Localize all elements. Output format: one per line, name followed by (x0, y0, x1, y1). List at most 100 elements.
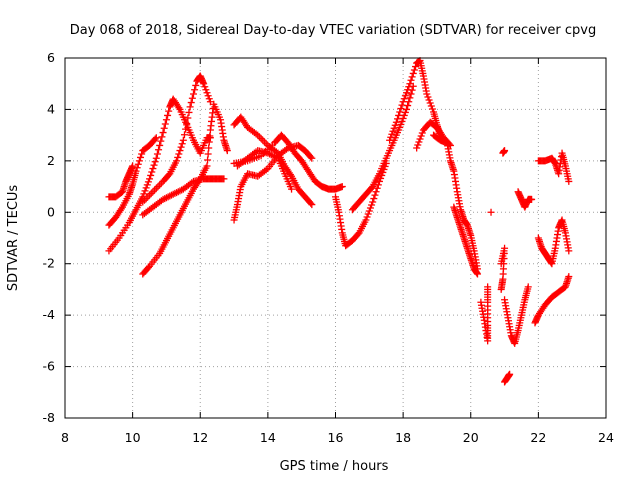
data-point (403, 89, 411, 97)
data-point (158, 133, 166, 141)
data-point (370, 195, 378, 203)
data-point (220, 175, 228, 183)
data-point (141, 187, 149, 195)
data-point (366, 204, 374, 212)
data-point (165, 107, 173, 115)
data-point (403, 105, 411, 113)
data-point (157, 137, 165, 145)
data-point (179, 136, 187, 144)
data-point (392, 118, 400, 126)
data-point (407, 76, 415, 84)
series-arc-m (386, 57, 444, 144)
data-point (424, 93, 432, 101)
series-arc-l (348, 82, 417, 214)
data-point (173, 157, 181, 165)
data-point (154, 183, 162, 191)
series-arc-v (534, 216, 573, 268)
data-point (386, 136, 394, 144)
series-arc-e (139, 100, 231, 278)
data-point (184, 114, 192, 122)
data-point (185, 108, 193, 116)
data-point (372, 188, 380, 196)
data-point (149, 165, 157, 173)
series-arc-k (332, 159, 390, 250)
data-point (362, 216, 370, 224)
data-point (204, 150, 212, 158)
data-point (524, 283, 532, 291)
data-point (501, 147, 509, 155)
data-point (147, 171, 155, 179)
data-point (202, 86, 210, 94)
data-point (152, 134, 160, 142)
data-point (397, 105, 405, 113)
data-point (397, 120, 405, 128)
x-tick-label: 10 (125, 430, 141, 445)
data-point (389, 127, 397, 135)
data-point (497, 285, 505, 293)
series-arc-q (477, 208, 495, 345)
data-point (205, 144, 213, 152)
data-point (151, 186, 159, 194)
data-point (484, 283, 492, 291)
data-point (307, 199, 315, 207)
data-point (409, 69, 417, 77)
data-point (147, 189, 155, 197)
data-point (155, 146, 163, 154)
data-point (391, 121, 399, 129)
data-point (399, 98, 407, 106)
data-point (151, 135, 159, 143)
series-arc-s (497, 147, 514, 386)
data-point (565, 247, 573, 255)
data-point (412, 63, 420, 71)
series-arc-i (230, 113, 316, 209)
data-point (134, 160, 142, 168)
series-arc-r (501, 283, 532, 347)
data-point (189, 90, 197, 98)
data-point (405, 83, 413, 91)
data-point (152, 154, 160, 162)
data-point (161, 120, 169, 128)
data-point (426, 99, 434, 107)
data-point (176, 147, 184, 155)
x-tick-label: 22 (530, 430, 546, 445)
data-point (413, 144, 421, 152)
y-tick-label: 0 (47, 204, 55, 219)
data-point (187, 99, 195, 107)
data-point (406, 80, 414, 88)
data-point (186, 103, 194, 111)
data-point (260, 138, 268, 146)
data-point (418, 129, 426, 137)
data-point (150, 161, 158, 169)
data-point (204, 156, 212, 164)
data-point (393, 115, 401, 123)
x-tick-label: 24 (598, 430, 614, 445)
y-tick-label: -2 (43, 256, 55, 271)
data-point (156, 141, 164, 149)
series-arc-g (230, 141, 316, 224)
data-point (142, 184, 150, 192)
data-point (206, 132, 214, 140)
series-arc-h (230, 131, 346, 193)
data-point (308, 201, 316, 209)
y-tick-label: 2 (47, 153, 55, 168)
x-tick-label: 14 (260, 430, 276, 445)
data-point (175, 150, 183, 158)
data-point (390, 124, 398, 132)
data-point (148, 168, 156, 176)
data-point (425, 96, 433, 104)
data-point (407, 90, 415, 98)
data-point (257, 135, 265, 143)
y-tick-label: -6 (43, 359, 56, 374)
data-point (428, 105, 436, 113)
data-point (396, 108, 404, 116)
data-points (105, 57, 573, 386)
data-point (203, 162, 211, 170)
data-point (191, 86, 199, 94)
data-point (188, 94, 196, 102)
data-point (396, 123, 404, 131)
series-arc-o (430, 131, 482, 273)
data-point (395, 111, 403, 119)
data-point (417, 132, 425, 140)
data-point (162, 116, 170, 124)
